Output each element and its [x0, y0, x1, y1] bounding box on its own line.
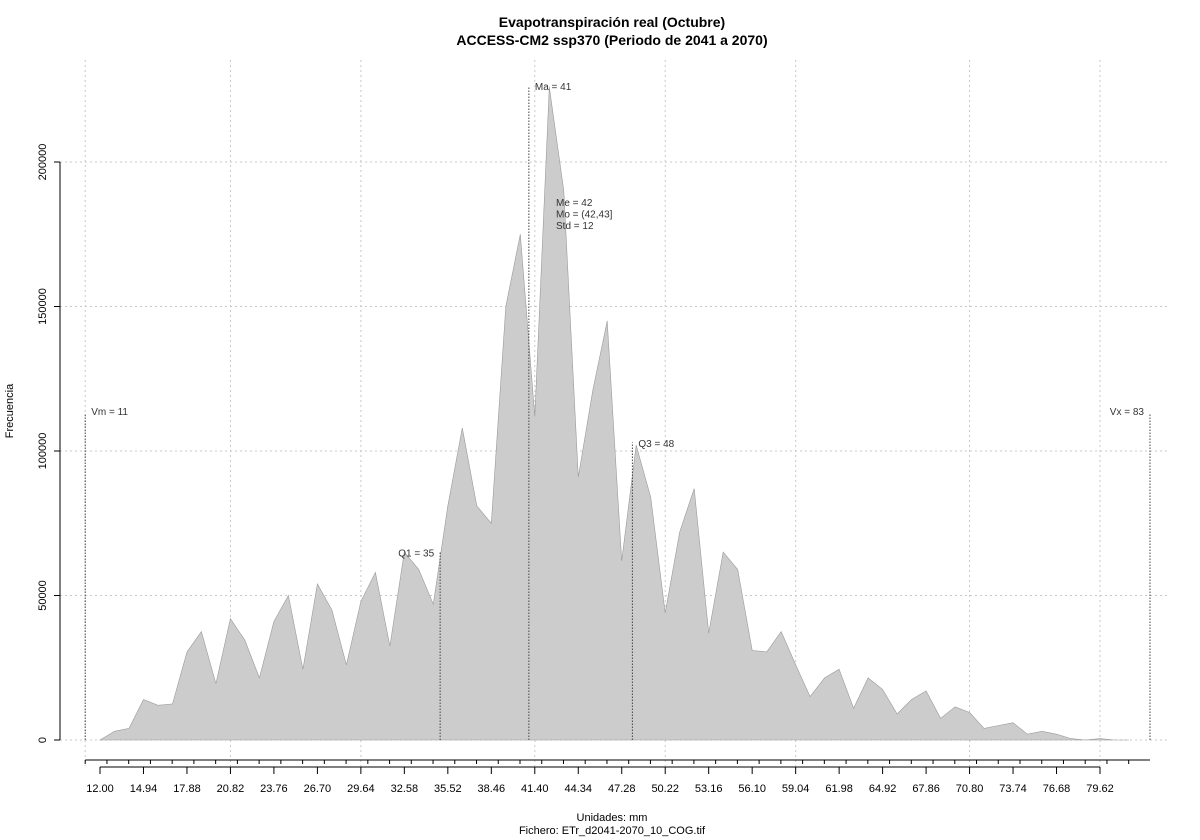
x-tick-label: 47.28	[608, 783, 636, 795]
x-tick-label: 20.82	[217, 783, 245, 795]
x-tick-label: 59.04	[782, 783, 810, 795]
x-tick-label: 79.62	[1086, 783, 1114, 795]
x-tick-label: 23.76	[260, 783, 288, 795]
y-tick-label: 200000	[37, 144, 49, 181]
stats-label: Me = 42	[556, 198, 593, 209]
stats-label: Std = 12	[556, 221, 594, 232]
annotation-lines	[84, 86, 1151, 740]
x-tick-label: 61.98	[825, 783, 853, 795]
y-tick-label: 0	[37, 737, 49, 743]
x-tick-label: 14.94	[130, 783, 158, 795]
y-axis-label: Frecuencia	[4, 383, 16, 438]
x-tick-label: 32.58	[391, 783, 419, 795]
chart-subtitle: ACCESS-CM2 ssp370 (Periodo de 2041 a 207…	[456, 32, 767, 48]
annotation-label-ma: Ma = 41	[535, 82, 572, 93]
x-tick-label: 64.92	[869, 783, 897, 795]
stats-label: Mo = (42,43]	[556, 210, 613, 221]
x-tick-label: 29.64	[347, 783, 375, 795]
x-tick-label: 50.22	[651, 783, 679, 795]
x-tick-label: 38.46	[478, 783, 506, 795]
x-axis-label: Unidades: mm	[577, 812, 648, 824]
x-tick-label: 73.74	[999, 783, 1027, 795]
x-tick-label: 56.10	[738, 783, 766, 795]
y-tick-label: 100000	[37, 433, 49, 470]
annotation-label-q1: Q1 = 35	[398, 549, 434, 560]
axes: 0 50000 100000 150000 200000 12.00 14.94 17.88 2…	[37, 144, 1150, 795]
x-tick-label: 35.52	[434, 783, 462, 795]
annotation-labels: Vm = 11 Q1 = 35 Ma = 41 Q3 = 48 Vx = 83 Me = …	[91, 82, 1144, 560]
x-tick-label: 53.16	[695, 783, 723, 795]
x-tick-label: 26.70	[304, 783, 332, 795]
caption: Fichero: ETr_d2041-2070_10_COG.tif	[519, 825, 706, 837]
annotation-label-vm: Vm = 11	[91, 407, 128, 418]
frequency-area	[98, 86, 1129, 741]
y-tick-label: 50000	[37, 580, 49, 611]
chart-title: Evapotranspiración real (Octubre)	[499, 14, 725, 30]
x-tick-label: 67.86	[912, 783, 940, 795]
x-tick-label: 76.68	[1043, 783, 1071, 795]
x-tick-label: 41.40	[521, 783, 549, 795]
y-tick-label: 150000	[37, 288, 49, 325]
annotation-label-vx: Vx = 83	[1110, 407, 1145, 418]
annotation-label-q3: Q3 = 48	[638, 439, 674, 450]
x-tick-label: 70.80	[956, 783, 984, 795]
x-tick-label: 17.88	[173, 783, 201, 795]
x-tick-label: 12.00	[86, 783, 114, 795]
x-tick-label: 44.34	[564, 783, 592, 795]
